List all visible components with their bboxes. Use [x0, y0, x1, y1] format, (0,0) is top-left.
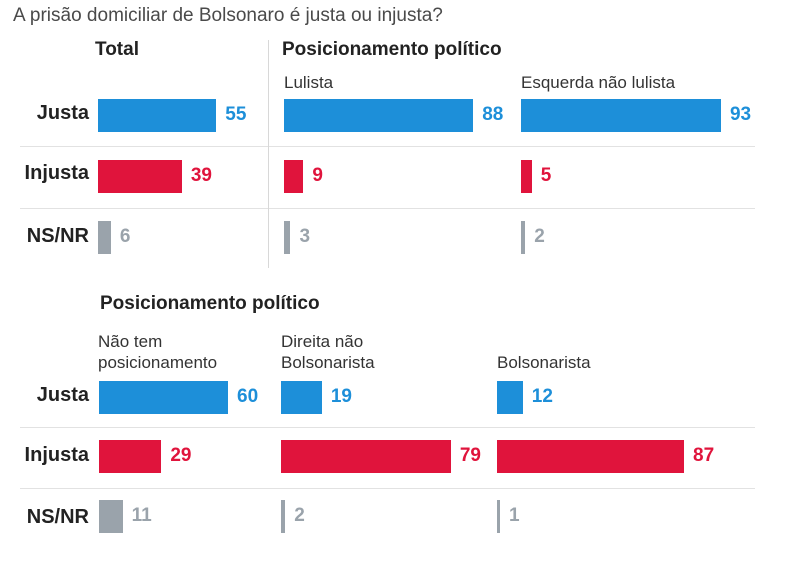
value-label-esquerda-n-o-lulista-nsnr: 2	[534, 226, 545, 247]
value-label-n-o-tem-posicionamento-nsnr: 11	[131, 505, 152, 526]
bar-total-injusta	[98, 160, 182, 193]
value-label-bolsonarista-injusta: 87	[693, 445, 715, 466]
series-label-lulista: Lulista	[284, 73, 334, 92]
value-label-bolsonarista-justa: 12	[531, 386, 553, 407]
row-label-justa-top: Justa	[36, 102, 89, 124]
bar-bolsonarista-nsnr	[497, 500, 500, 533]
bar-total-nsnr	[98, 221, 111, 254]
bar-direita-n-o-bolsonarista-injusta	[281, 440, 451, 473]
section-divider	[268, 40, 269, 268]
bar-lulista-nsnr	[284, 221, 291, 254]
value-label-esquerda-n-o-lulista-justa: 93	[729, 104, 752, 125]
total-header: Total	[95, 39, 139, 60]
row-divider	[20, 208, 755, 209]
bar-direita-n-o-bolsonarista-justa	[281, 381, 322, 414]
bar-bolsonarista-justa	[497, 381, 523, 414]
bar-n-o-tem-posicionamento-injusta	[99, 440, 162, 473]
political-header-top: Posicionamento político	[282, 39, 502, 60]
series-label-direita-line2: Bolsonarista	[281, 353, 375, 372]
row-label-justa-bottom: Justa	[36, 384, 89, 406]
series-label-nao-tem-line1: Não tem	[98, 332, 163, 351]
value-label-direita-n-o-bolsonarista-nsnr: 2	[294, 505, 305, 526]
value-label-direita-n-o-bolsonarista-injusta: 79	[459, 445, 481, 466]
series-label-bolsonarista: Bolsonarista	[497, 353, 591, 372]
series-label-direita-line1: Direita não	[281, 332, 364, 351]
value-label-lulista-injusta: 9	[312, 165, 323, 186]
value-label-lulista-nsnr: 3	[299, 226, 311, 247]
bar-lulista-justa	[284, 99, 474, 132]
row-label-injusta-bottom: Injusta	[24, 444, 89, 466]
bar-esquerda-n-o-lulista-injusta	[521, 160, 532, 193]
bar-bolsonarista-injusta	[497, 440, 685, 473]
value-label-bolsonarista-nsnr: 1	[509, 505, 520, 526]
value-label-esquerda-n-o-lulista-injusta: 5	[540, 165, 552, 186]
row-label-nsnr-bottom: NS/NR	[26, 506, 89, 528]
value-label-total-justa: 55	[225, 104, 247, 125]
row-divider	[20, 488, 755, 489]
value-label-total-injusta: 39	[190, 165, 212, 186]
bar-total-justa	[98, 99, 217, 132]
value-label-lulista-justa: 88	[482, 104, 504, 125]
bar-direita-n-o-bolsonarista-nsnr	[281, 500, 286, 533]
row-divider	[20, 427, 755, 428]
value-label-total-nsnr: 6	[119, 226, 131, 247]
series-label-nao-tem-line2: posicionamento	[98, 353, 218, 372]
bar-n-o-tem-posicionamento-justa	[99, 381, 228, 414]
row-label-injusta-top: Injusta	[24, 162, 89, 184]
row-label-nsnr-top: NS/NR	[26, 225, 89, 247]
bar-esquerda-n-o-lulista-nsnr	[521, 221, 526, 254]
political-header-bottom: Posicionamento político	[100, 293, 320, 314]
value-label-n-o-tem-posicionamento-justa: 60	[237, 386, 259, 407]
series-label-esquerda-nao-lulista: Esquerda não lulista	[521, 73, 676, 92]
value-label-direita-n-o-bolsonarista-justa: 19	[330, 386, 352, 407]
bar-lulista-injusta	[284, 160, 304, 193]
value-label-n-o-tem-posicionamento-injusta: 29	[170, 445, 192, 466]
bar-esquerda-n-o-lulista-justa	[521, 99, 721, 132]
row-divider	[20, 146, 755, 147]
chart-title: A prisão domiciliar de Bolsonaro é justa…	[13, 5, 443, 26]
bar-n-o-tem-posicionamento-nsnr	[99, 500, 123, 533]
